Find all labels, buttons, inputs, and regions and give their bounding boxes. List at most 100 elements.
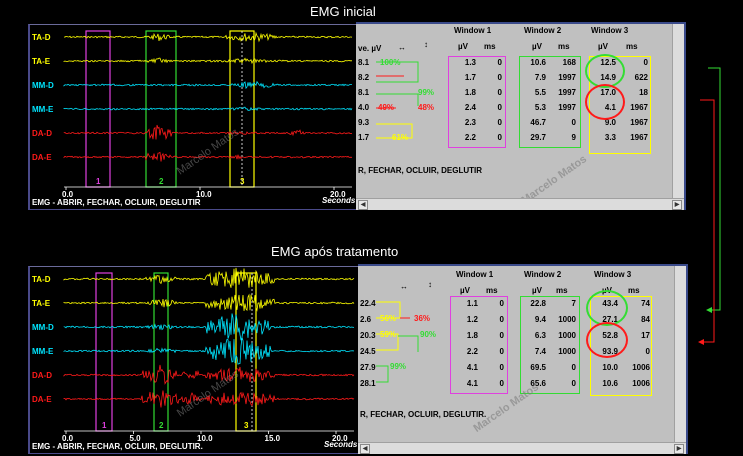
emg-trace-mm-d bbox=[63, 80, 353, 90]
window-number-3: 3 bbox=[244, 421, 249, 430]
w3-ms-value: 74 bbox=[641, 299, 650, 308]
tick-label: 10.0 bbox=[197, 434, 213, 443]
scroll-left-button[interactable]: ◀ bbox=[358, 200, 368, 210]
w1-ms-value: 0 bbox=[499, 379, 504, 388]
emg-trace-da-e bbox=[63, 390, 355, 408]
horizontal-scrollbar-after[interactable]: ◀ ▶ bbox=[358, 442, 686, 454]
emg-trace-mm-e bbox=[63, 106, 353, 111]
emg-trace-panel-after: 1 2 3 TA-D TA-E MM-D MM-E DA-D DA-E 0.0 5.0 10.0 15.… bbox=[28, 266, 358, 454]
w1-ms-value: 0 bbox=[499, 315, 504, 324]
w3-ms-value: 17 bbox=[641, 331, 650, 340]
emg-trace-ta-d bbox=[63, 267, 355, 288]
w3-ms-value: 0 bbox=[643, 58, 648, 67]
w1-ms-unit: ms bbox=[484, 42, 496, 51]
scroll-left-button[interactable]: ◀ bbox=[360, 444, 370, 454]
channel-label-mm-e: MM-E bbox=[32, 347, 54, 356]
window-3-header: Window 3 bbox=[591, 26, 629, 35]
channel-label-mm-d: MM-D bbox=[32, 323, 54, 332]
pct-mm-after: 59% bbox=[380, 330, 397, 339]
w2-uv-value: 69.5 bbox=[530, 363, 546, 372]
w3-ms-value: 1967 bbox=[630, 118, 648, 127]
w2-ms-value: 7 bbox=[571, 299, 576, 308]
channel-label-da-e: DA-E bbox=[32, 395, 52, 404]
w2-ms-value: 0 bbox=[571, 118, 576, 127]
emg-trace-ta-e bbox=[63, 293, 355, 312]
w1-ms-value: 0 bbox=[499, 331, 504, 340]
left-value: 8.2 bbox=[358, 73, 370, 82]
w2-ms-value: 1000 bbox=[558, 315, 576, 324]
window-number-3: 3 bbox=[240, 177, 245, 186]
trace-footer-label: EMG - ABRIR, FECHAR, OCLUIR, DEGLUTIR bbox=[32, 198, 201, 207]
pct-da-initial: 61% bbox=[392, 133, 409, 142]
w3-ms-unit: ms bbox=[626, 42, 638, 51]
w3-ms-value: 1006 bbox=[632, 363, 650, 372]
vertical-scrollbar-initial[interactable] bbox=[672, 24, 684, 198]
window-number-1: 1 bbox=[96, 177, 101, 186]
window-3-header: Window 3 bbox=[594, 270, 632, 279]
channel-label-da-e: DA-E bbox=[32, 153, 52, 162]
w3-ms-value: 1006 bbox=[632, 379, 650, 388]
w1-uv-value: 2.4 bbox=[464, 103, 476, 112]
tick-label: 20.0 bbox=[332, 434, 348, 443]
window-2-header: Window 2 bbox=[524, 26, 562, 35]
w2-ms-value: 168 bbox=[562, 58, 576, 67]
channel-label-da-d: DA-D bbox=[32, 371, 52, 380]
vertical-scrollbar-after[interactable] bbox=[674, 266, 686, 442]
left-value: 22.4 bbox=[360, 299, 376, 308]
w3-ms-value: 0 bbox=[645, 347, 650, 356]
emg-trace-mm-e bbox=[63, 337, 355, 365]
highlight-circle-ta bbox=[585, 54, 625, 88]
highlight-circle-mm bbox=[585, 84, 625, 120]
w1-ms-unit: ms bbox=[486, 286, 498, 295]
channel-label-da-d: DA-D bbox=[32, 129, 52, 138]
w1-uv-value: 2.3 bbox=[464, 118, 476, 127]
title-emg-after-treatment: EMG após tratamento bbox=[271, 244, 399, 259]
w1-ms-value: 0 bbox=[497, 73, 502, 82]
scroll-right-button[interactable]: ▶ bbox=[672, 200, 682, 210]
window-number-1: 1 bbox=[102, 421, 107, 430]
emg-trace-ta-e bbox=[63, 57, 353, 65]
window-1-header: Window 1 bbox=[454, 26, 492, 35]
left-value: 8.1 bbox=[358, 88, 370, 97]
window-1-header: Window 1 bbox=[456, 270, 494, 279]
pct-mm-initial: 99% bbox=[418, 88, 435, 97]
emg-traces-after: 1 2 3 TA-D TA-E MM-D MM-E DA-D DA-E 0.0 5.0 10.0 15.… bbox=[32, 267, 358, 451]
w1-uv-value: 1.7 bbox=[464, 73, 476, 82]
pct-da-after: 99% bbox=[390, 362, 407, 371]
w1-ms-value: 0 bbox=[497, 133, 502, 142]
emg-trace-mm-d bbox=[63, 313, 355, 341]
w2-uv-value: 6.3 bbox=[534, 331, 546, 340]
w2-uv-value: 7.9 bbox=[534, 73, 546, 82]
w3-uv-value: 10.6 bbox=[602, 379, 618, 388]
w2-ms-unit: ms bbox=[556, 286, 568, 295]
ud-arrow-icon: ↕ bbox=[428, 280, 432, 289]
w1-uv-value: 4.1 bbox=[466, 363, 478, 372]
w1-uv-value: 2.2 bbox=[464, 133, 476, 142]
w1-uv-value: 1.2 bbox=[466, 315, 478, 324]
emg-window-table-initial: ve. µV ↔ ↕ Window 1 Window 2 Window 3 µV… bbox=[356, 22, 686, 210]
w1-uv-value: 4.1 bbox=[466, 379, 478, 388]
lr-arrow-icon: ↔ bbox=[400, 282, 408, 291]
pair-connectors-initial bbox=[376, 61, 419, 139]
scroll-right-button[interactable]: ▶ bbox=[674, 444, 684, 454]
window-1-box bbox=[448, 56, 506, 148]
w2-ms-value: 0 bbox=[571, 363, 576, 372]
channel-label-ta-e: TA-E bbox=[32, 299, 51, 308]
w3-ms-unit: ms bbox=[628, 286, 640, 295]
tick-label: 0.0 bbox=[62, 190, 74, 199]
w1-uv-value: 1.3 bbox=[464, 58, 476, 67]
w2-uv-value: 65.6 bbox=[530, 379, 546, 388]
w2-uv-unit: µV bbox=[532, 42, 542, 51]
w1-ms-value: 0 bbox=[499, 299, 504, 308]
analysis-window-1 bbox=[95, 272, 113, 432]
emg-trace-da-d bbox=[63, 124, 353, 141]
horizontal-scrollbar-initial[interactable]: ◀ ▶ bbox=[356, 198, 684, 210]
emg-trace-da-d bbox=[63, 364, 355, 385]
w1-uv-value: 1.1 bbox=[466, 299, 478, 308]
pct-mm-e-initial: 49% bbox=[378, 103, 395, 112]
w3-ms-value: 18 bbox=[639, 88, 648, 97]
w2-uv-value: 22.8 bbox=[530, 299, 546, 308]
pct-ta-initial: 100% bbox=[380, 58, 401, 67]
window-2-box bbox=[519, 56, 581, 148]
tick-label: 5.0 bbox=[130, 434, 142, 443]
